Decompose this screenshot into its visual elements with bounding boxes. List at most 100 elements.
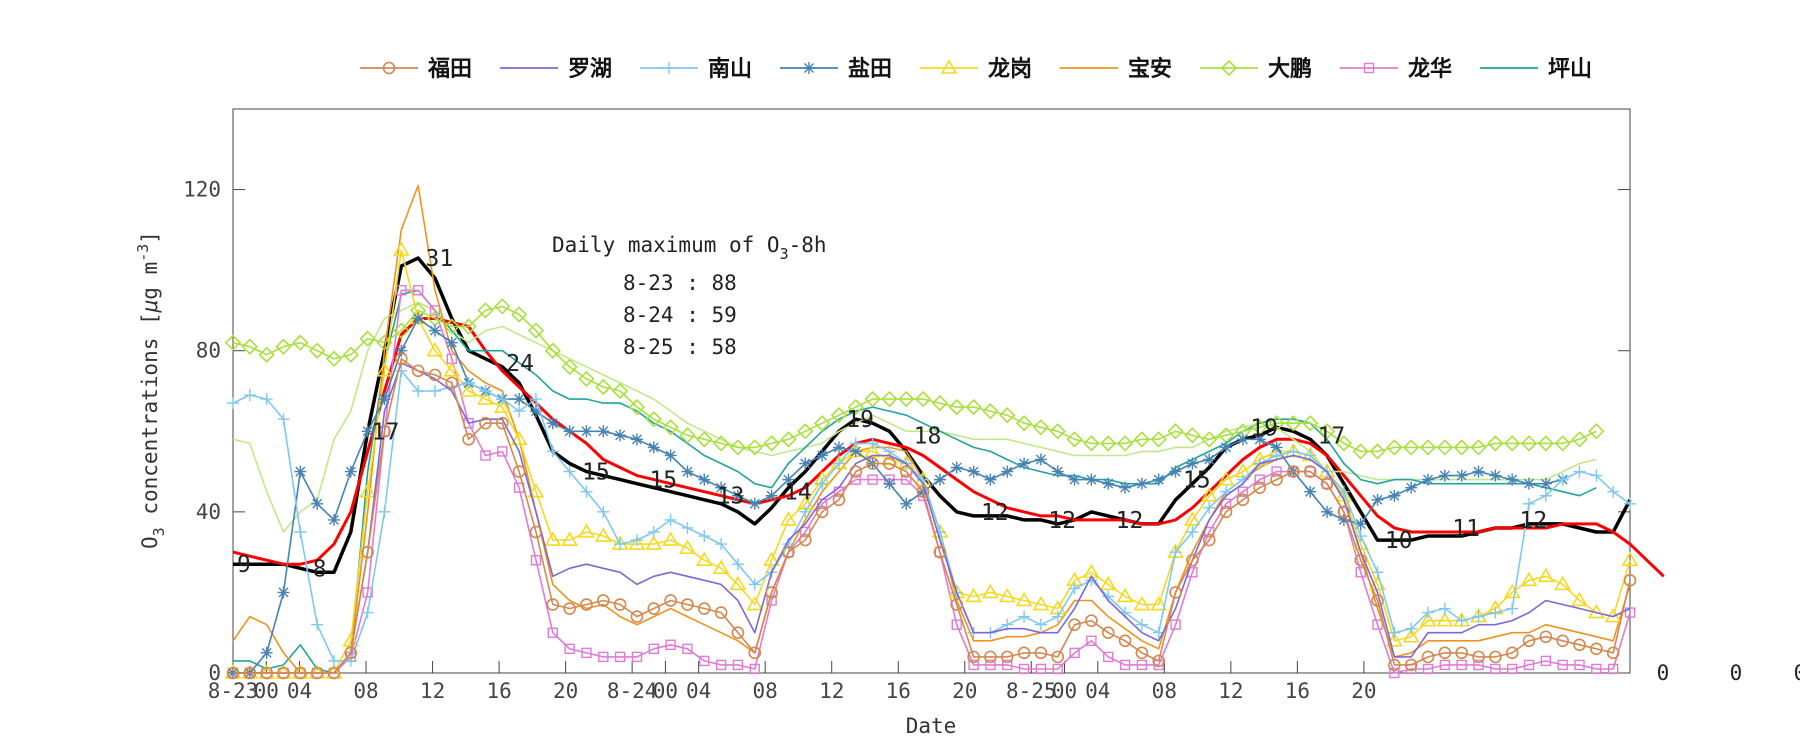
y-tick-label: 80	[196, 339, 221, 363]
data-point	[611, 382, 629, 400]
x-tick-label: 12	[819, 679, 844, 703]
data-point	[1015, 415, 1033, 432]
data-point	[1591, 663, 1602, 675]
data-point	[1386, 439, 1403, 456]
data-point	[1421, 650, 1435, 664]
data-point	[1455, 646, 1468, 660]
data-point	[395, 364, 408, 377]
data-point	[1253, 433, 1266, 446]
series-罗湖	[233, 361, 1631, 674]
data-point	[1419, 439, 1437, 456]
x-tick-label: 00	[1052, 679, 1077, 703]
data-point	[965, 398, 982, 416]
data-point	[797, 423, 814, 440]
x-tick-label: 12	[1218, 679, 1243, 703]
data-point	[1102, 477, 1115, 490]
overall-value-label: 17	[1318, 423, 1346, 449]
data-point	[782, 473, 795, 486]
annotation-title: Daily maximum of O3-8h	[552, 233, 827, 263]
data-point	[763, 435, 780, 452]
data-point	[1438, 646, 1452, 660]
data-point	[697, 602, 711, 615]
data-point	[645, 535, 663, 550]
data-point	[1135, 618, 1148, 631]
data-point	[1135, 646, 1149, 660]
x-tick-label: 04	[686, 679, 711, 703]
legend-item: 大鹏	[1200, 56, 1312, 82]
data-point	[715, 659, 727, 671]
series-南山	[227, 364, 1636, 667]
data-point	[227, 397, 239, 410]
legend-item: 福田	[360, 57, 472, 82]
data-point	[445, 336, 458, 349]
data-point	[766, 595, 777, 606]
data-point	[1220, 59, 1238, 77]
data-point	[1371, 493, 1384, 506]
data-point	[1304, 485, 1317, 498]
data-point	[1318, 423, 1336, 440]
data-point	[1405, 622, 1418, 635]
overflow-label: 0	[1657, 661, 1670, 685]
data-point	[598, 651, 609, 663]
data-point	[260, 646, 273, 659]
data-point	[564, 643, 575, 655]
data-point	[847, 398, 864, 416]
data-point	[1051, 650, 1065, 664]
data-point	[715, 481, 728, 494]
data-point	[648, 643, 659, 655]
data-point	[1540, 655, 1552, 667]
x-tick-label: 04	[1085, 679, 1110, 703]
data-point	[698, 473, 711, 486]
data-point	[342, 632, 360, 647]
data-point	[630, 534, 643, 547]
data-point	[1101, 626, 1115, 640]
data-point	[900, 497, 913, 510]
data-point	[1116, 435, 1134, 452]
data-point	[1136, 659, 1148, 671]
data-point	[1506, 663, 1518, 675]
data-point	[311, 618, 324, 631]
data-point	[428, 368, 442, 382]
data-point	[901, 474, 912, 485]
overall-value-label: 15	[582, 460, 610, 486]
data-point	[682, 643, 693, 655]
data-point	[361, 425, 374, 438]
data-point	[1034, 646, 1048, 660]
data-point	[277, 666, 290, 680]
data-point	[899, 465, 913, 478]
overall-value-label: 11	[1452, 516, 1480, 542]
data-point	[1354, 530, 1367, 543]
data-point	[1388, 658, 1401, 672]
data-point	[1371, 594, 1384, 607]
data-point	[1068, 473, 1081, 486]
data-point	[746, 439, 763, 456]
data-point	[359, 483, 377, 498]
data-point	[597, 505, 610, 518]
data-point	[749, 663, 760, 675]
data-point	[327, 513, 340, 526]
data-point	[1402, 628, 1420, 643]
data-point	[546, 598, 560, 611]
data-point	[1385, 632, 1403, 647]
data-point	[830, 407, 848, 424]
data-point	[578, 523, 595, 538]
data-point	[396, 285, 407, 296]
overall-value-label: 15	[649, 468, 677, 494]
overall-value-label: 12	[981, 500, 1009, 526]
legend-label: 龙岗	[988, 57, 1032, 82]
data-point	[445, 376, 459, 390]
data-point	[1320, 477, 1334, 490]
data-point	[497, 446, 508, 457]
data-point	[392, 241, 410, 256]
data-point	[1539, 477, 1552, 490]
data-point	[1186, 526, 1199, 538]
data-point	[563, 465, 576, 478]
data-point	[1489, 469, 1502, 482]
x-tick-label: 00	[653, 679, 678, 703]
data-point	[663, 62, 675, 74]
series-line	[233, 289, 1597, 674]
data-point	[998, 587, 1016, 603]
data-point	[630, 433, 643, 446]
data-point	[1607, 485, 1620, 498]
data-point	[681, 465, 694, 478]
